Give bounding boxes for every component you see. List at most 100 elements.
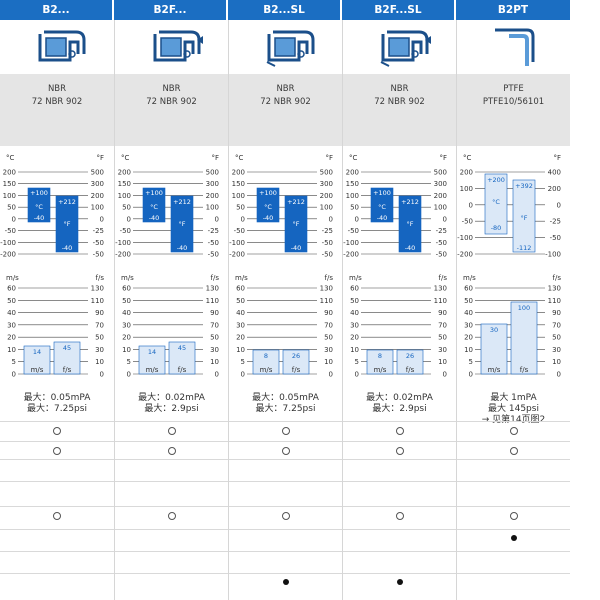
- seal-profile-area: [115, 20, 228, 74]
- speed-tick-fs: 90: [324, 309, 333, 317]
- temperature-chart: °C °F 200 500 150 300 100 200 50 100 0 0 -50 -25 -100 -…: [343, 146, 456, 270]
- column-header: B2PT: [456, 0, 570, 20]
- temp-tick-c: 0: [355, 215, 359, 223]
- speed-bar-ms: [366, 349, 394, 375]
- pressure-cell: 最大：0.02mPA 最大：2.9psi: [343, 384, 456, 434]
- row-separator: [457, 421, 570, 422]
- row-separator: [457, 551, 570, 552]
- temp-unit-f: °F: [211, 154, 219, 162]
- speed-bar-fs: [168, 341, 196, 375]
- temp-tick-c: 200: [118, 169, 131, 177]
- temp-range-f: [284, 195, 308, 253]
- speed-tick-ms: 0: [241, 371, 245, 379]
- speed-unit-ms: m/s: [121, 274, 134, 282]
- temp-c-max: +100: [373, 189, 391, 197]
- temp-tick-c: 100: [346, 192, 359, 200]
- row-separator: [343, 421, 456, 422]
- open-circle-marker: [53, 512, 61, 520]
- row-separator: [343, 529, 456, 530]
- seal-profile-icon: [380, 30, 431, 67]
- speed-tick-fs: 0: [557, 371, 561, 379]
- temp-c-unit-inner: °C: [264, 203, 272, 211]
- speed-bar-ms: [23, 345, 51, 375]
- temp-tick-f: 0: [443, 215, 447, 223]
- material-cell: NBR 72 NBR 902: [115, 74, 228, 146]
- material-name: NBR: [276, 84, 295, 94]
- temp-tick-f: -50: [93, 251, 104, 259]
- speed-tick-fs: 0: [443, 371, 447, 379]
- temp-tick-c: 50: [7, 204, 16, 212]
- speed-bar-ms: [252, 349, 280, 375]
- speed-tick-fs: 70: [552, 321, 561, 329]
- product-column: NBR 72 NBR 902 °C °F 200 500 150 300 100 200 50 100…: [228, 20, 342, 600]
- speed-tick-fs: 0: [100, 371, 104, 379]
- speed-tick-fs: 90: [95, 309, 104, 317]
- temp-unit-c: °C: [235, 154, 244, 162]
- temp-tick-f: 100: [206, 204, 219, 212]
- open-circle-marker: [281, 447, 290, 455]
- speed-tick-fs: 70: [324, 321, 333, 329]
- speed-bar-unit-ms: m/s: [260, 366, 273, 374]
- row-separator: [457, 506, 570, 507]
- open-circle-marker: [509, 447, 518, 455]
- material-name: PTFE: [503, 84, 524, 94]
- temp-tick-f: -25: [322, 227, 333, 235]
- temp-c-min: -80: [491, 224, 502, 232]
- temp-f-max: +212: [401, 198, 419, 206]
- speed-tick-ms: 20: [122, 334, 131, 342]
- temperature-chart: °C °F 200 500 150 300 100 200 50 100 0 0 -50 -25 -100 -…: [115, 146, 228, 270]
- speed-unit-ms: m/s: [235, 274, 248, 282]
- material-code: 72 NBR 902: [260, 97, 311, 107]
- temp-tick-c: -50: [234, 227, 245, 235]
- max-pressure-mpa: 最大：0.05mPA: [252, 393, 319, 403]
- temp-range-f: [512, 179, 536, 253]
- open-circle-marker: [395, 447, 404, 455]
- speed-bar-unit-ms: m/s: [488, 366, 501, 374]
- temp-c-unit-inner: °C: [150, 203, 158, 211]
- speed-tick-fs: 10: [552, 358, 561, 366]
- speed-tick-fs: 30: [95, 346, 104, 354]
- open-circle-marker: [509, 427, 518, 435]
- speed-tick-ms: 10: [464, 346, 473, 354]
- row-separator: [229, 573, 342, 574]
- speed-tick-ms: 50: [7, 297, 16, 305]
- row-separator: [229, 421, 342, 422]
- speed-tick-ms: 0: [355, 371, 359, 379]
- temp-range-c: [370, 187, 394, 223]
- row-separator: [457, 481, 570, 482]
- temp-tick-c: -100: [115, 239, 131, 247]
- temp-tick-f: 400: [548, 169, 561, 177]
- speed-value-fs: 45: [178, 344, 186, 352]
- speed-tick-fs: 90: [210, 309, 219, 317]
- speed-tick-ms: 50: [122, 297, 131, 305]
- temp-tick-f: -50: [208, 251, 219, 259]
- temp-f-min: -40: [62, 244, 73, 252]
- temp-c-max: +200: [487, 176, 505, 184]
- speed-value-fs: 100: [518, 304, 530, 312]
- row-separator: [0, 459, 114, 460]
- temp-tick-f: 0: [557, 201, 561, 209]
- speed-bar-unit-fs: f/s: [406, 366, 415, 374]
- temp-tick-c: -50: [348, 227, 359, 235]
- temp-f-max: +212: [287, 198, 305, 206]
- temp-tick-f: 300: [206, 180, 219, 188]
- temp-tick-c: 200: [3, 169, 16, 177]
- speed-tick-fs: 0: [215, 371, 219, 379]
- speed-tick-ms: 30: [464, 321, 473, 329]
- temp-tick-c: 0: [127, 215, 131, 223]
- temp-tick-c: -100: [229, 239, 245, 247]
- speed-tick-ms: 10: [236, 346, 245, 354]
- speed-tick-fs: 50: [95, 334, 104, 342]
- temp-tick-c: 50: [236, 204, 245, 212]
- temp-tick-f: -100: [545, 251, 561, 259]
- speed-tick-fs: 50: [210, 334, 219, 342]
- speed-unit-fs: f/s: [96, 274, 105, 282]
- speed-bar-fs: [53, 341, 81, 375]
- speed-tick-ms: 10: [7, 346, 16, 354]
- speed-tick-ms: 0: [12, 371, 16, 379]
- speed-tick-fs: 130: [206, 285, 219, 293]
- speed-tick-ms: 60: [464, 285, 473, 293]
- material-name: NBR: [162, 84, 181, 94]
- speed-tick-ms: 5: [12, 358, 16, 366]
- temp-range-c: [142, 187, 166, 223]
